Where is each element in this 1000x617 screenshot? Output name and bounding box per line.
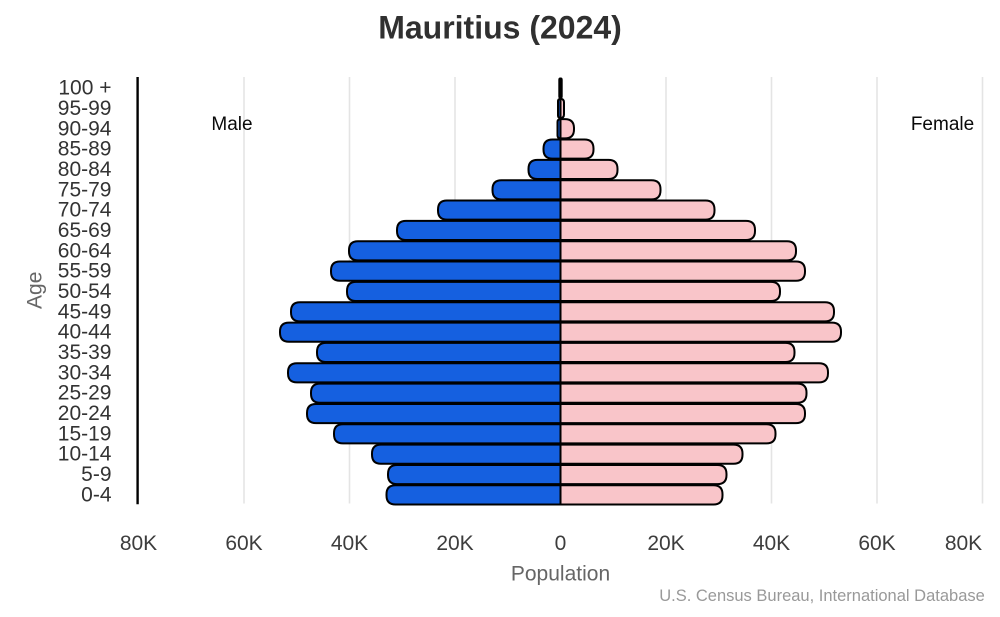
svg-text:30-34: 30-34 [58, 361, 112, 384]
svg-text:85-89: 85-89 [58, 138, 112, 161]
svg-text:0-4: 0-4 [81, 483, 112, 506]
svg-text:80K: 80K [120, 532, 157, 555]
svg-text:15-19: 15-19 [58, 422, 112, 445]
svg-text:65-69: 65-69 [58, 219, 112, 242]
svg-text:20-24: 20-24 [58, 402, 112, 425]
svg-text:60K: 60K [225, 532, 262, 555]
svg-text:80K: 80K [945, 532, 982, 555]
svg-text:95-99: 95-99 [58, 97, 112, 120]
svg-text:50-54: 50-54 [58, 280, 112, 303]
svg-text:Female: Female [911, 114, 974, 135]
svg-text:40K: 40K [331, 532, 368, 555]
svg-text:75-79: 75-79 [58, 178, 112, 201]
svg-text:55-59: 55-59 [58, 260, 112, 283]
svg-text:Age: Age [23, 272, 46, 309]
svg-text:20K: 20K [436, 532, 473, 555]
svg-text:60-64: 60-64 [58, 239, 112, 262]
svg-text:U.S. Census Bureau, Internatio: U.S. Census Bureau, International Databa… [659, 587, 985, 605]
svg-text:90-94: 90-94 [58, 117, 112, 140]
svg-text:5-9: 5-9 [81, 463, 111, 486]
svg-text:60K: 60K [858, 532, 895, 555]
svg-text:40K: 40K [753, 532, 790, 555]
svg-text:45-49: 45-49 [58, 300, 112, 323]
svg-text:Population: Population [511, 563, 610, 586]
svg-text:35-39: 35-39 [58, 341, 112, 364]
svg-text:Male: Male [211, 114, 252, 135]
svg-text:10-14: 10-14 [58, 443, 112, 466]
svg-text:40-44: 40-44 [58, 321, 112, 344]
svg-text:100 +: 100 + [58, 77, 111, 100]
svg-text:0: 0 [555, 532, 567, 555]
svg-text:Mauritius (2024): Mauritius (2024) [378, 10, 622, 46]
svg-text:20K: 20K [647, 532, 684, 555]
svg-text:80-84: 80-84 [58, 158, 112, 181]
svg-text:25-29: 25-29 [58, 382, 112, 405]
svg-text:70-74: 70-74 [58, 199, 112, 222]
